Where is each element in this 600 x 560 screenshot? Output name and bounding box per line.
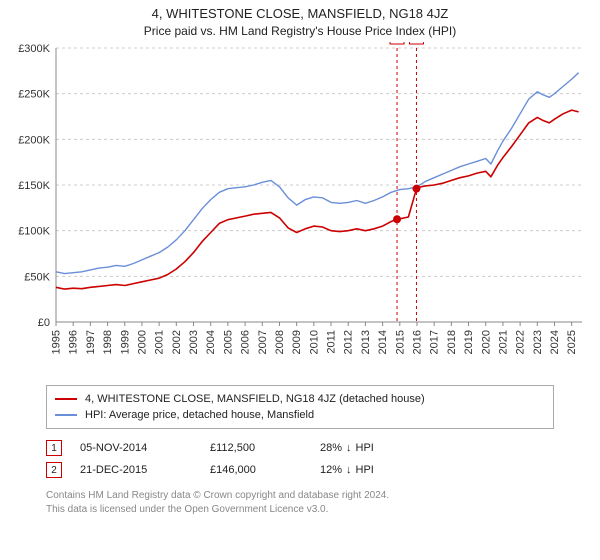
legend: 4, WHITESTONE CLOSE, MANSFIELD, NG18 4JZ… <box>46 385 554 429</box>
sale-price: £112,500 <box>210 442 320 454</box>
arrow-down-icon: ↓ <box>346 442 352 454</box>
svg-text:2013: 2013 <box>360 330 372 354</box>
svg-text:£100K: £100K <box>18 226 50 238</box>
sale-row: 1 05-NOV-2014£112,50028% ↓ HPI <box>46 437 554 459</box>
sales-table: 1 05-NOV-2014£112,50028% ↓ HPI 2 21-DEC-2015£… <box>46 437 554 481</box>
svg-text:2016: 2016 <box>412 330 424 354</box>
title-block: 4, WHITESTONE CLOSE, MANSFIELD, NG18 4JZ… <box>0 0 600 42</box>
svg-text:2017: 2017 <box>429 330 441 354</box>
svg-text:2006: 2006 <box>240 330 252 354</box>
svg-text:£300K: £300K <box>18 43 50 55</box>
svg-text:2020: 2020 <box>480 330 492 354</box>
sale-marker-box: 2 <box>46 462 62 478</box>
svg-text:2008: 2008 <box>274 330 286 354</box>
sale-price: £146,000 <box>210 464 320 476</box>
svg-text:2003: 2003 <box>188 330 200 354</box>
svg-text:2018: 2018 <box>446 330 458 354</box>
legend-swatch <box>55 398 77 400</box>
svg-text:1996: 1996 <box>68 330 80 354</box>
chart-svg: £0 £50K £100K £150K £200K £250K £300K 1995 1996 1… <box>10 42 590 377</box>
svg-text:2024: 2024 <box>549 330 561 354</box>
sale-date: 21-DEC-2015 <box>80 464 210 476</box>
sale-date: 05-NOV-2014 <box>80 442 210 454</box>
svg-text:2005: 2005 <box>222 330 234 354</box>
legend-label: HPI: Average price, detached house, Mans… <box>85 409 314 421</box>
svg-text:2011: 2011 <box>326 330 338 354</box>
sale-vs-label: HPI <box>356 442 374 454</box>
svg-text:2010: 2010 <box>308 330 320 354</box>
legend-item: HPI: Average price, detached house, Mans… <box>55 407 545 423</box>
legend-label: 4, WHITESTONE CLOSE, MANSFIELD, NG18 4JZ… <box>85 393 425 405</box>
svg-text:2009: 2009 <box>291 330 303 354</box>
chart-container: 4, WHITESTONE CLOSE, MANSFIELD, NG18 4JZ… <box>0 0 600 516</box>
arrow-down-icon: ↓ <box>346 464 352 476</box>
legend-swatch <box>55 414 77 416</box>
legend-item: 4, WHITESTONE CLOSE, MANSFIELD, NG18 4JZ… <box>55 391 545 407</box>
svg-text:2015: 2015 <box>394 330 406 354</box>
svg-text:1997: 1997 <box>85 330 97 354</box>
svg-text:2004: 2004 <box>205 330 217 354</box>
attribution-line: This data is licensed under the Open Gov… <box>46 503 554 517</box>
svg-text:£50K: £50K <box>24 271 50 283</box>
sale-marker-box: 1 <box>46 440 62 456</box>
svg-text:2025: 2025 <box>566 330 578 354</box>
svg-text:1: 1 <box>394 42 400 43</box>
svg-text:£0: £0 <box>38 317 50 329</box>
chart-subtitle: Price paid vs. HM Land Registry's House … <box>0 24 600 38</box>
sale-vs-label: HPI <box>356 464 374 476</box>
svg-text:2019: 2019 <box>463 330 475 354</box>
svg-text:2022: 2022 <box>515 330 527 354</box>
svg-text:2001: 2001 <box>154 330 166 354</box>
svg-text:2: 2 <box>414 42 420 43</box>
attribution-line: Contains HM Land Registry data © Crown c… <box>46 489 554 503</box>
svg-text:1995: 1995 <box>51 330 63 354</box>
chart-title: 4, WHITESTONE CLOSE, MANSFIELD, NG18 4JZ <box>0 6 600 21</box>
sale-pct: 28% <box>320 442 342 454</box>
svg-text:£200K: £200K <box>18 134 50 146</box>
sale-pct: 12% <box>320 464 342 476</box>
svg-text:£150K: £150K <box>18 180 50 192</box>
sale-row: 2 21-DEC-2015£146,00012% ↓ HPI <box>46 459 554 481</box>
svg-text:2002: 2002 <box>171 330 183 354</box>
svg-text:2007: 2007 <box>257 330 269 354</box>
svg-text:£250K: £250K <box>18 89 50 101</box>
chart-plot: £0 £50K £100K £150K £200K £250K £300K 1995 1996 1… <box>10 42 590 377</box>
svg-text:2014: 2014 <box>377 330 389 354</box>
svg-text:2012: 2012 <box>343 330 355 354</box>
svg-text:2021: 2021 <box>497 330 509 354</box>
sale-vs-hpi: 28% ↓ HPI <box>320 442 374 454</box>
svg-text:2023: 2023 <box>532 330 544 354</box>
sale-vs-hpi: 12% ↓ HPI <box>320 464 374 476</box>
svg-text:1998: 1998 <box>102 330 114 354</box>
svg-text:2000: 2000 <box>136 330 148 354</box>
svg-text:1999: 1999 <box>119 330 131 354</box>
attribution: Contains HM Land Registry data © Crown c… <box>46 489 554 516</box>
